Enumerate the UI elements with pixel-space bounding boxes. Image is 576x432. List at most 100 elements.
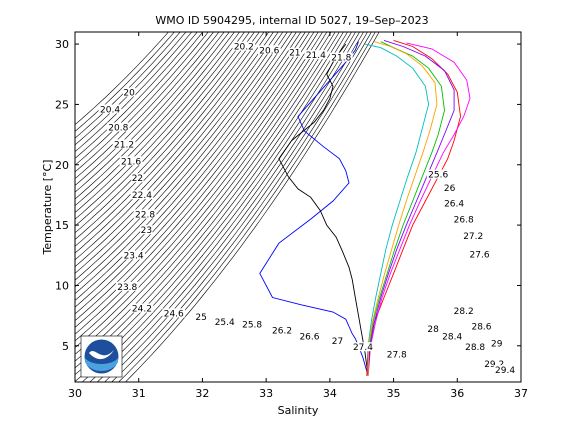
contour-label: 25.8 xyxy=(242,320,262,330)
contour-label: 26 xyxy=(444,184,456,194)
profile-line xyxy=(367,39,455,377)
contour-label-bg xyxy=(385,349,409,359)
contour-label: 27 xyxy=(332,337,343,347)
contour-label-bg xyxy=(298,331,321,341)
isopycnal-line xyxy=(75,32,328,342)
isopycnal-line xyxy=(75,32,255,234)
contour-label-bg xyxy=(106,122,130,132)
contour-label-bg xyxy=(133,209,157,219)
isopycnal-line xyxy=(75,32,340,362)
profile-line xyxy=(364,43,430,376)
contour-label: 20.4 xyxy=(100,105,120,115)
isopycnal-line xyxy=(75,32,220,186)
contour-label: 21.6 xyxy=(121,157,141,167)
contour-label-bg xyxy=(426,169,450,179)
contour-label: 23 xyxy=(141,226,152,236)
contour-label-bg xyxy=(115,281,139,291)
contour-label-bg xyxy=(482,359,506,369)
contour-label: 21.4 xyxy=(306,51,326,61)
profile-line xyxy=(367,41,438,377)
contour-label-bg xyxy=(468,249,491,259)
contour-label-bg xyxy=(304,50,328,60)
contour-label: 25 xyxy=(195,313,206,323)
isopycnal-line xyxy=(75,32,336,355)
contour-label: 28.8 xyxy=(465,343,485,353)
contour-label: 22.8 xyxy=(135,210,155,220)
contour-label-bg xyxy=(463,342,487,352)
contour-label: 20 xyxy=(123,89,135,99)
contour-label-bg xyxy=(240,319,264,329)
contour-label: 25.4 xyxy=(215,318,235,328)
contour-label: 22 xyxy=(132,174,143,184)
contour-label-bg xyxy=(331,336,344,346)
isopycnal-line xyxy=(75,32,204,166)
x-tick-label: 34 xyxy=(323,387,337,400)
contour-label: 26.6 xyxy=(299,332,319,342)
contour-label-bg xyxy=(257,45,281,55)
contour-label-bg xyxy=(452,214,476,224)
contour-label: 21.2 xyxy=(114,140,134,150)
isopycnal-line xyxy=(75,32,181,139)
isopycnal-line xyxy=(75,32,169,125)
isopycnal-line xyxy=(75,32,302,301)
contour-label-bg xyxy=(130,190,154,200)
x-tick-label: 32 xyxy=(195,387,209,400)
profile-line xyxy=(259,41,369,377)
contour-label-bg xyxy=(351,342,375,352)
contour-label: 26.4 xyxy=(444,200,464,210)
contour-label: 27.6 xyxy=(470,250,490,260)
isopycnal-line xyxy=(81,32,356,382)
contour-label: 28.6 xyxy=(471,323,491,333)
contour-label-bg xyxy=(461,231,485,241)
y-axis-ticks: 5 10 15 20 25 30 xyxy=(55,38,521,353)
chart-title: WMO ID 5904295, internal ID 5027, 19–Sep… xyxy=(155,14,428,27)
contour-label-bg xyxy=(442,198,466,208)
contour-label-bg xyxy=(440,331,464,341)
isopycnal-line xyxy=(75,32,240,213)
contour-label-bg xyxy=(329,52,353,62)
y-tick-label: 25 xyxy=(55,98,69,111)
contour-label: 20.8 xyxy=(108,124,128,134)
contour-label: 29.2 xyxy=(484,360,504,370)
contour-label: 27.8 xyxy=(387,350,407,360)
isopycnal-line xyxy=(75,32,319,328)
contour-label-bg xyxy=(470,321,493,331)
x-tick-label: 33 xyxy=(259,387,273,400)
contour-label-bg xyxy=(140,225,153,235)
isopycnal-line xyxy=(75,32,198,159)
x-tick-label: 36 xyxy=(450,387,464,400)
contour-label: 28.2 xyxy=(454,307,474,317)
contour-label-bg xyxy=(119,156,143,166)
contour-label: 29 xyxy=(491,340,503,350)
contour-label: 28 xyxy=(427,325,439,335)
isopycnal-line xyxy=(75,32,193,153)
isopycnal-line xyxy=(75,32,225,193)
isopycnal-line xyxy=(111,32,372,382)
isopycnal-line xyxy=(75,32,293,288)
profile-line xyxy=(278,43,369,377)
contour-label: 20.2 xyxy=(234,43,254,53)
contour-label-bg xyxy=(270,325,294,335)
contour-label-bg xyxy=(213,316,237,326)
contour-label: 24.2 xyxy=(132,305,152,315)
isopycnal-line xyxy=(75,32,187,146)
contour-label: 23.8 xyxy=(117,283,137,293)
isopycnal-line xyxy=(104,32,368,382)
isopycnal-line xyxy=(75,32,209,173)
contour-label: 23.4 xyxy=(124,251,144,261)
isopycnal-line xyxy=(118,32,376,382)
x-tick-label: 35 xyxy=(387,387,401,400)
y-tick-label: 30 xyxy=(55,38,69,51)
profile-line xyxy=(367,41,445,377)
x-tick-label: 30 xyxy=(68,387,82,400)
contour-label-bg xyxy=(162,308,186,318)
contour-label-bg xyxy=(426,324,440,334)
contour-label-bg xyxy=(443,182,456,192)
contour-label-bg xyxy=(232,41,256,51)
x-axis-ticks: 30 31 32 33 34 35 36 37 xyxy=(68,32,528,400)
contour-label-bg xyxy=(493,365,517,375)
isopycnal-line xyxy=(75,32,332,349)
contour-label-bg xyxy=(452,306,476,315)
